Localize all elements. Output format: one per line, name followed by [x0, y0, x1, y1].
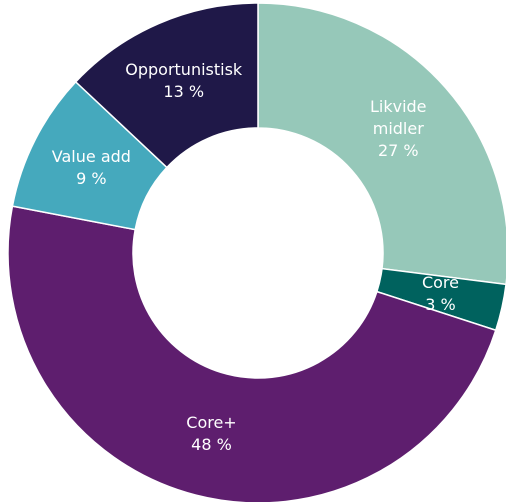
slice — [257, 2, 506, 286]
category-label: Opportunistisk — [125, 60, 243, 80]
slice — [74, 2, 259, 169]
category-label: Likvide midler — [369, 97, 427, 139]
slice — [7, 205, 497, 502]
value-label: 27 % — [377, 141, 419, 161]
slice-label: Opportunistisk 13 % — [104, 59, 264, 103]
category-label: Core+ — [186, 413, 237, 433]
slice-label: Value add 9 % — [31, 146, 151, 190]
value-label: 13 % — [163, 82, 205, 102]
slice-label: Core 3 % — [410, 272, 470, 316]
value-label: 9 % — [76, 169, 107, 189]
category-label: Value add — [51, 147, 131, 167]
value-label: 48 % — [191, 435, 232, 455]
slice-label: Likvide midler 27 % — [358, 96, 438, 162]
category-label: Core — [421, 272, 459, 292]
slice-label: Core+ 48 % — [171, 412, 251, 456]
value-label: 3 % — [425, 294, 456, 314]
